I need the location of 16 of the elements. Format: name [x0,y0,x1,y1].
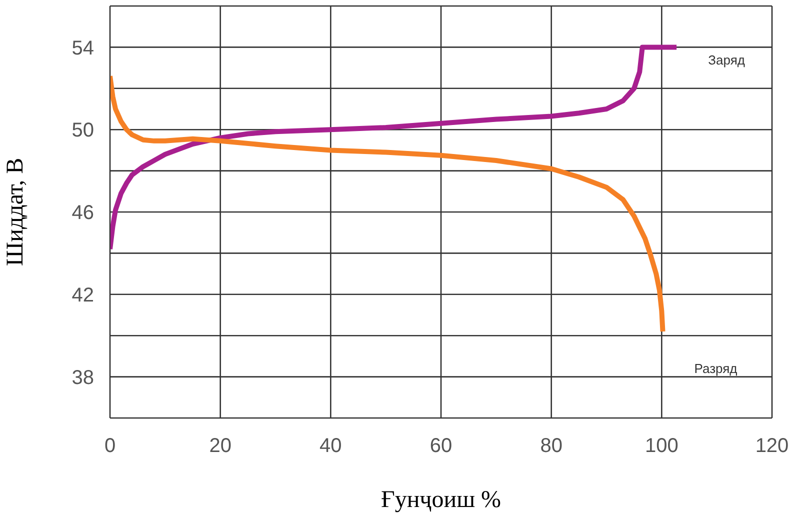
y-tick-label: 42 [72,284,94,306]
x-tick-label: 100 [644,435,678,458]
x-tick-label: 60 [430,435,452,458]
y-tick-label: 46 [72,202,94,224]
y-tick-label: 54 [72,37,94,60]
text: Заряд [708,52,746,68]
x-tick-label: 20 [209,435,232,458]
y-tick-label: 38 [72,366,94,389]
y-axis-title: Шиддат, В [2,158,29,266]
x-tick-label: 40 [320,435,342,458]
x-axis-title: Ғунҷоиш % [380,487,502,513]
y-tick-label: 50 [72,120,94,142]
x-tick-label: 0 [104,435,116,458]
text: Разряд [694,360,738,376]
x-tick-label: 120 [755,435,789,458]
x-tick-label: 80 [540,435,562,458]
